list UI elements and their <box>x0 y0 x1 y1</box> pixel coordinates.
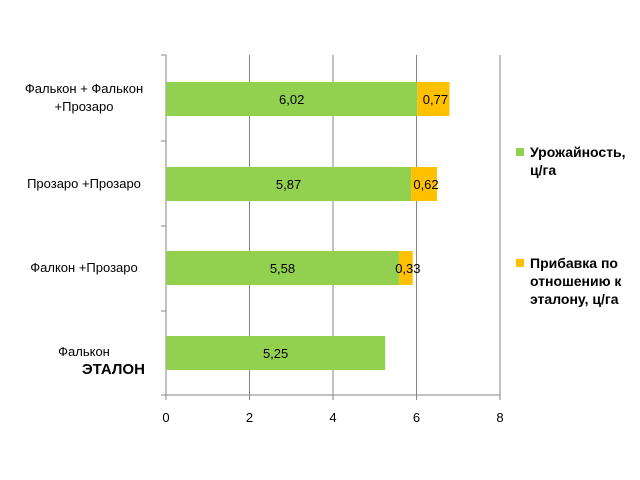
x-tick-label: 6 <box>413 410 420 425</box>
legend-label: Прибавка по отношению к эталону, ц/га <box>530 255 622 307</box>
bar-yield <box>166 82 418 116</box>
data-label-yield: 5,25 <box>263 346 288 361</box>
x-tick-label: 0 <box>162 410 169 425</box>
x-tick-label: 2 <box>246 410 253 425</box>
bar-increase <box>417 82 450 116</box>
data-label-increase: 0,62 <box>413 177 438 192</box>
bar-yield <box>166 167 412 201</box>
category-label-line: Фалькон + Фалькон <box>24 81 144 96</box>
etalon-label: ЭТАЛОН <box>82 361 145 378</box>
data-label-yield: 5,58 <box>270 261 295 276</box>
data-label-yield: 5,87 <box>276 177 301 192</box>
data-label-increase: 0,33 <box>395 261 420 276</box>
x-tick-label: 8 <box>496 410 503 425</box>
category-label: Прозаро +Прозаро <box>8 175 160 193</box>
category-label-line: Прозаро +Прозаро <box>27 176 141 191</box>
legend-swatch <box>516 148 524 156</box>
bar-increase <box>398 251 413 285</box>
category-label-line: +Прозаро <box>54 99 114 114</box>
category-label-line: Фалькон <box>58 344 110 359</box>
bar-yield <box>166 251 399 285</box>
data-label-yield: 6,02 <box>279 92 304 107</box>
category-label: Фалькон + Фалькон +Прозаро <box>8 80 160 116</box>
data-label-increase: 0,77 <box>423 92 448 107</box>
category-label-line: Фалкон +Прозаро <box>30 260 138 275</box>
bar-yield <box>166 336 386 370</box>
bar-increase <box>411 167 437 201</box>
legend-label: Урожайность, ц/га <box>530 144 626 178</box>
category-label: Фалкон +Прозаро <box>8 259 160 277</box>
category-label: Фалькон ЭТАЛОН <box>8 343 160 379</box>
legend-swatch <box>516 259 524 267</box>
x-tick-label: 4 <box>329 410 336 425</box>
